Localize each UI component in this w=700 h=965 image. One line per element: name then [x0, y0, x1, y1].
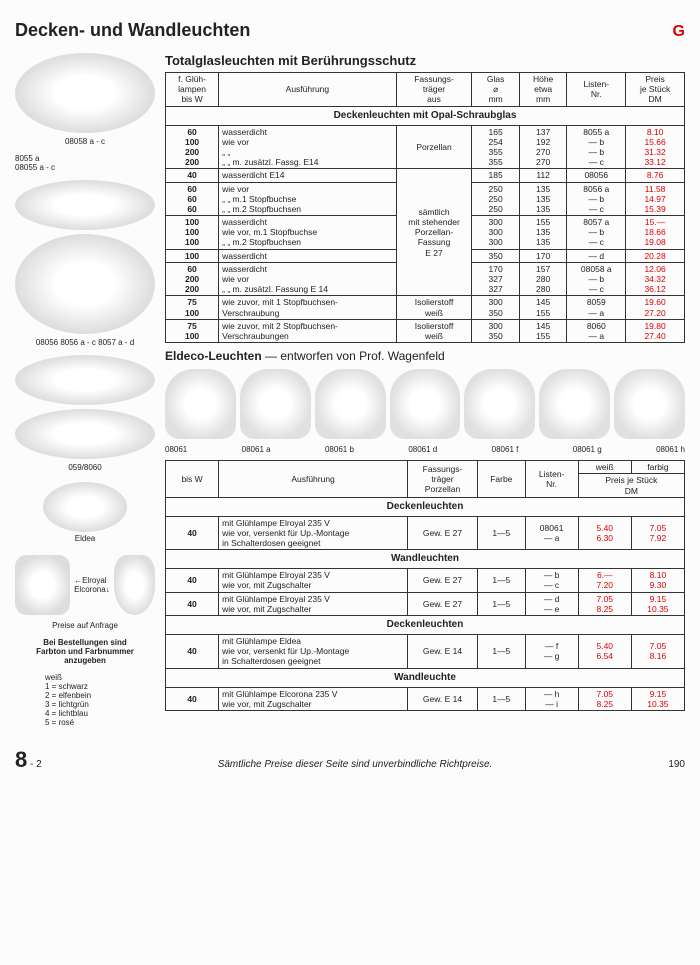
- image-caption: 08061 a: [242, 445, 271, 454]
- lamp-image: [240, 369, 311, 439]
- table-row: 75 100 wie zuvor, mit 2 Stopfbuchsen- Ve…: [166, 319, 685, 342]
- table-row: 40 mit Glühlampe Elcorona 235 V wie vor,…: [166, 687, 685, 710]
- table-row: 40 wasserdicht E14 sämtlich mit stehende…: [166, 169, 685, 182]
- col-header: Listen- Nr.: [525, 461, 578, 498]
- footer-note: Sämtliche Preise dieser Seite sind unver…: [42, 759, 669, 770]
- image-caption: Elcorona↓: [74, 585, 110, 594]
- col-header: farbig: [631, 461, 684, 474]
- table-row: 40 mit Glühlampe Elroyal 235 V wie vor, …: [166, 569, 685, 592]
- page-title: Decken- und Wandleuchten: [15, 20, 250, 41]
- col-header: bis W: [166, 461, 219, 498]
- section-header: Deckenleuchten: [166, 616, 685, 635]
- image-caption: ←Elroyal: [74, 576, 110, 585]
- section-header: Wandleuchte: [166, 668, 685, 687]
- section-number: 8: [15, 747, 27, 772]
- eldeco-table: bis W Ausführung Fassungs- träger Porzel…: [165, 460, 685, 711]
- col-header: Preis je Stück DM: [626, 73, 685, 107]
- table-row: 60 100 200 200 wasserdicht wie vor „ „ „…: [166, 125, 685, 169]
- lamp-image: [614, 369, 685, 439]
- g-mark: G: [673, 23, 685, 41]
- glass-lights-table: f. Glüh- lampen bis W Ausführung Fassung…: [165, 72, 685, 343]
- footer: 8 - 2 Sämtliche Preise dieser Seite sind…: [15, 747, 685, 773]
- lamp-image: [15, 53, 155, 133]
- image-caption: Eldea: [15, 534, 155, 543]
- lamp-image: [15, 180, 155, 230]
- image-caption: 08061 f: [492, 445, 519, 454]
- lamp-image: [165, 369, 236, 439]
- price-note: Preise auf Anfrage: [15, 621, 155, 630]
- left-column: 08058 a - c 8055 a 08055 a - c 08056 805…: [15, 49, 155, 727]
- col-header: Fassungs- träger Porzellan: [407, 461, 477, 498]
- section-header: Wandleuchten: [166, 550, 685, 569]
- section-title: Eldeco-Leuchten — entworfen von Prof. Wa…: [165, 349, 685, 363]
- col-header: Ausführung: [219, 73, 397, 107]
- color-list: weiß 1 = schwarz 2 = elfenbein 3 = licht…: [15, 673, 155, 727]
- col-header: Fassungs- träger aus: [396, 73, 472, 107]
- page-number: 190: [668, 759, 685, 770]
- section-header: Deckenleuchten mit Opal-Schraubglas: [166, 106, 685, 125]
- col-header: weiß: [578, 461, 631, 474]
- lamp-image: [390, 369, 461, 439]
- col-header: Farbe: [478, 461, 525, 498]
- section-title: Totalglasleuchten mit Berührungsschutz: [165, 53, 685, 68]
- eldeco-images: [165, 369, 685, 439]
- lamp-image: [15, 409, 155, 459]
- table-row: 40 mit Glühlampe Elroyal 235 V wie vor, …: [166, 516, 685, 550]
- image-caption: 08061 d: [408, 445, 437, 454]
- lamp-image: [15, 355, 155, 405]
- image-caption: 08061 g: [573, 445, 602, 454]
- col-header: f. Glüh- lampen bis W: [166, 73, 219, 107]
- lamp-image: [464, 369, 535, 439]
- table-header-row: f. Glüh- lampen bis W Ausführung Fassung…: [166, 73, 685, 107]
- lamp-image: [15, 555, 70, 615]
- table-row: 40 mit Glühlampe Eldea wie vor, versenkt…: [166, 635, 685, 669]
- lamp-image: [15, 234, 155, 334]
- col-header: Ausführung: [219, 461, 408, 498]
- image-caption: 8055 a 08055 a - c: [15, 154, 155, 172]
- table-row: 40 mit Glühlampe Elroyal 235 V wie vor, …: [166, 592, 685, 615]
- image-caption: 08061 h: [656, 445, 685, 454]
- lamp-image: [315, 369, 386, 439]
- lamp-image: [43, 482, 127, 532]
- col-header: Glas ⌀ mm: [472, 73, 519, 107]
- table-row: 75 100 wie zuvor, mit 1 Stopfbuchsen- Ve…: [166, 296, 685, 319]
- image-caption: 059/8060: [15, 463, 155, 472]
- right-column: Totalglasleuchten mit Berührungsschutz f…: [165, 49, 685, 727]
- image-caption: 08061 b: [325, 445, 354, 454]
- image-caption: 08058 a - c: [15, 137, 155, 146]
- order-note: Bei Bestellungen sind Farbton und Farbnu…: [15, 638, 155, 665]
- table-header-row: bis W Ausführung Fassungs- träger Porzel…: [166, 461, 685, 474]
- image-caption: 08061: [165, 445, 187, 454]
- col-header: Preis je Stück DM: [578, 474, 684, 497]
- col-header: Höhe etwa mm: [519, 73, 566, 107]
- section-header: Deckenleuchten: [166, 497, 685, 516]
- col-header: Listen- Nr.: [567, 73, 626, 107]
- lamp-image: [114, 555, 155, 615]
- image-caption: 08056 8056 a - c 8057 a - d: [15, 338, 155, 347]
- lamp-image: [539, 369, 610, 439]
